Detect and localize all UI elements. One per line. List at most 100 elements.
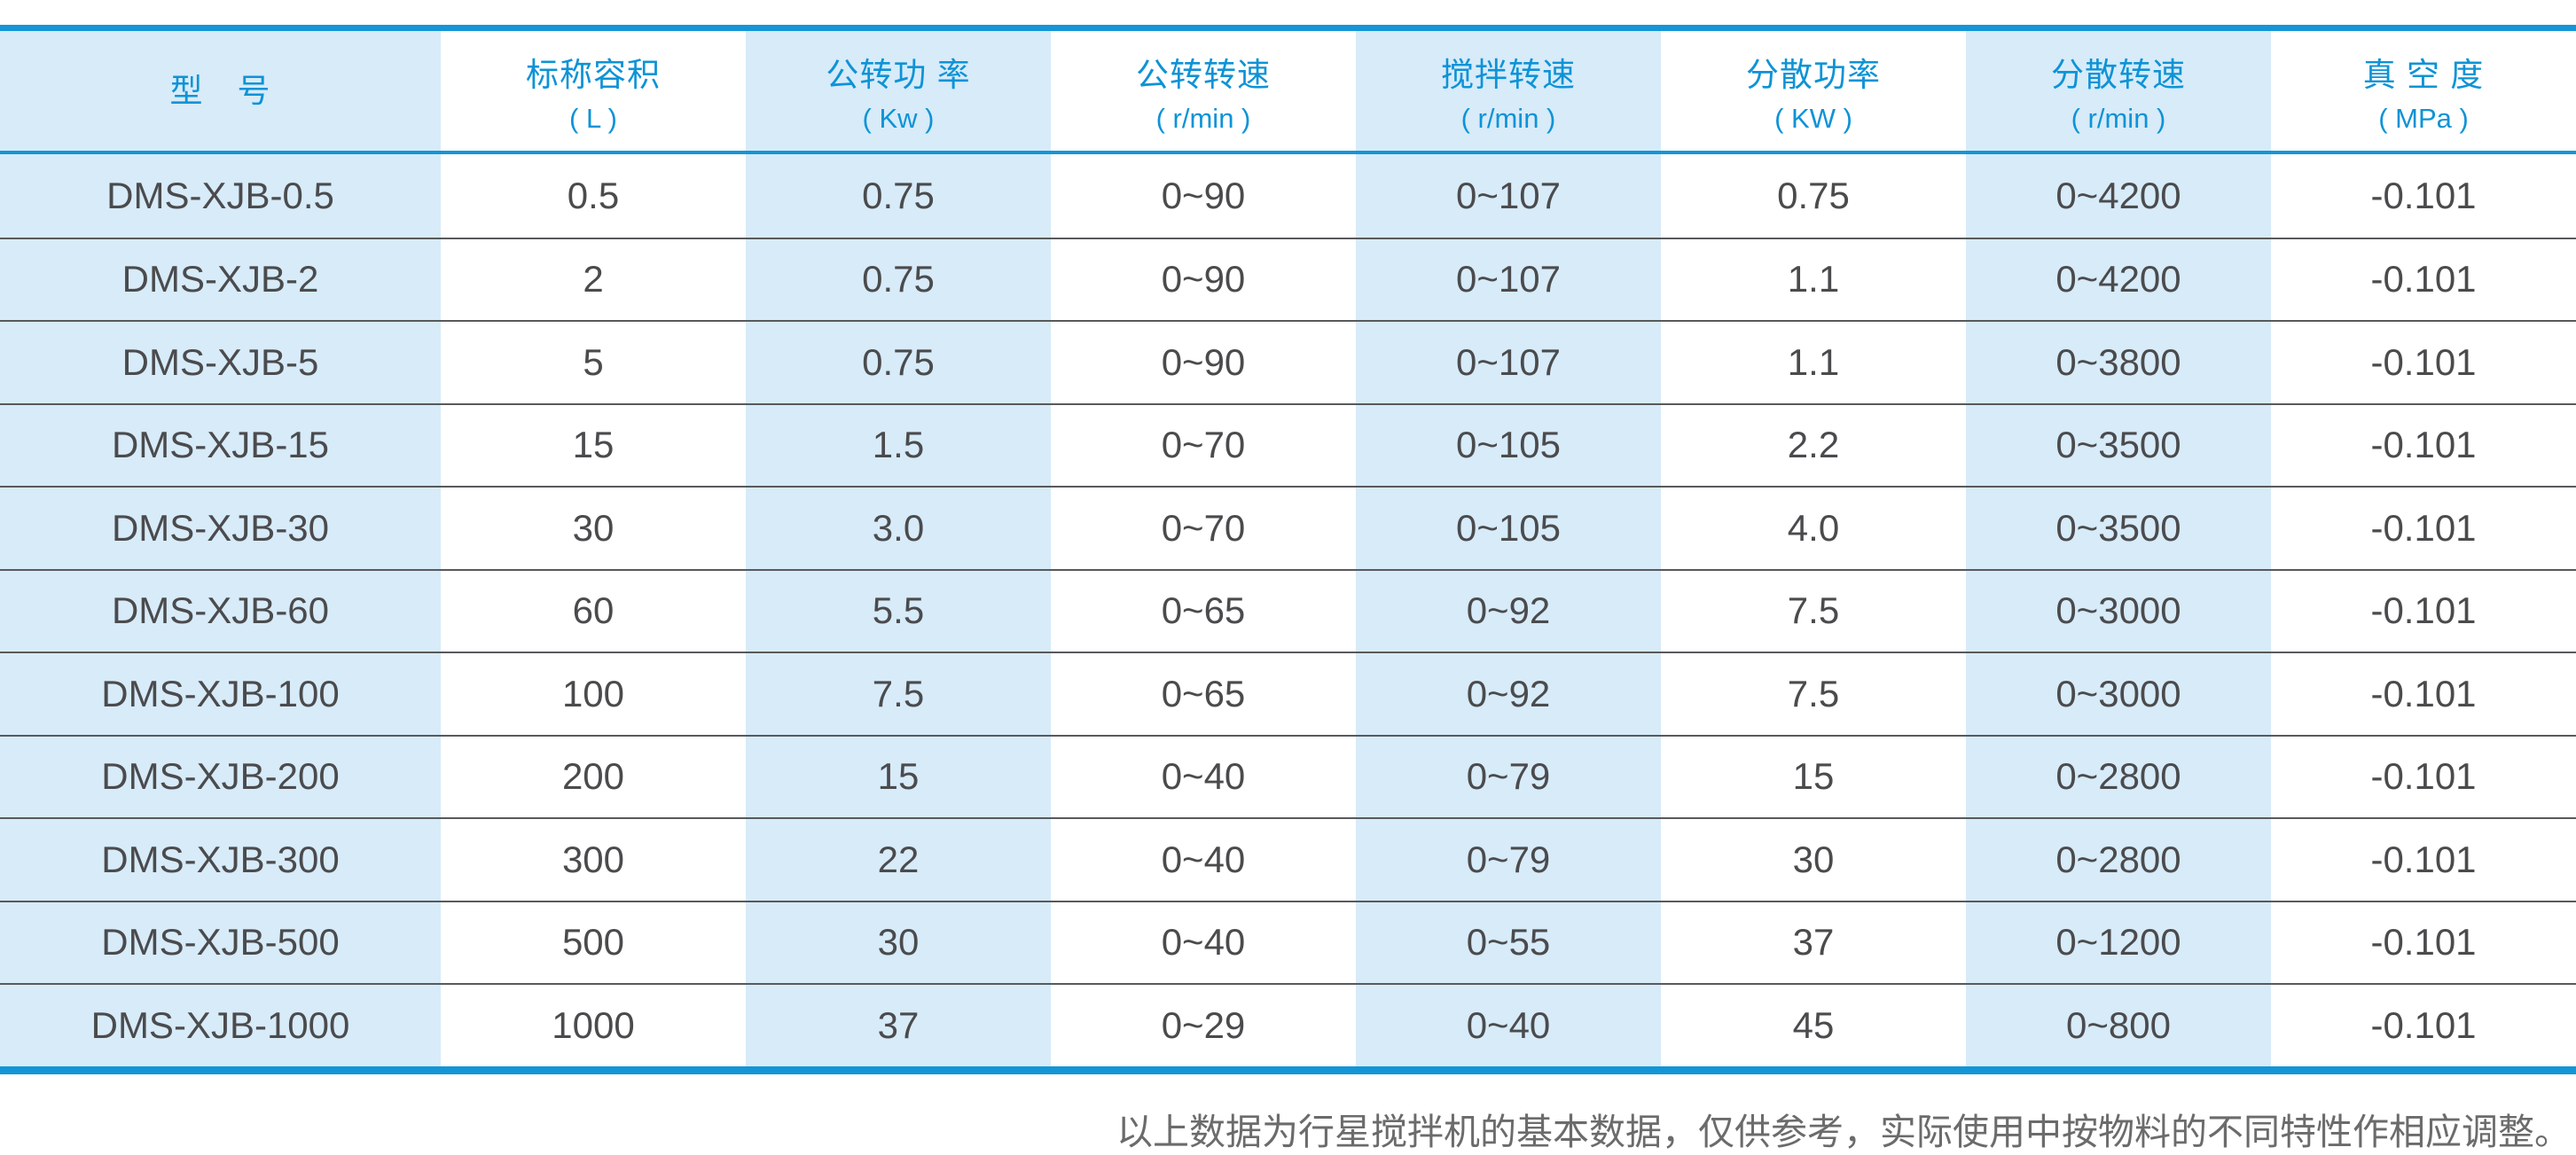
spec-cell: 0~90 bbox=[1051, 154, 1356, 238]
column-unit: ( MPa ) bbox=[2378, 102, 2469, 134]
spec-cell: 1.1 bbox=[1661, 237, 1966, 320]
spec-cell: 2 bbox=[441, 237, 746, 320]
spec-cell: 0~3500 bbox=[1966, 402, 2271, 486]
model-cell: DMS-XJB-60 bbox=[0, 568, 441, 652]
spec-cell: 1000 bbox=[441, 983, 746, 1066]
spec-cell: 0~3500 bbox=[1966, 486, 2271, 569]
table-header: 型 号 标称容积 ( L ) 公转功 率 ( Kw ) 公转转速 ( r/min… bbox=[0, 31, 2576, 151]
column-title: 分散功率 bbox=[1746, 56, 1881, 93]
column-header-vacuum-degree: 真 空 度 ( MPa ) bbox=[2271, 31, 2576, 151]
spec-cell: 0~107 bbox=[1356, 320, 1661, 403]
spec-cell: 3.0 bbox=[746, 486, 1051, 569]
column-unit: ( KW ) bbox=[1774, 102, 1852, 134]
column-header-dispersing-speed: 分散转速 ( r/min ) bbox=[1966, 31, 2271, 151]
spec-cell: 7.5 bbox=[1661, 568, 1966, 652]
spec-cell: 15 bbox=[441, 402, 746, 486]
spec-cell: 0~79 bbox=[1356, 734, 1661, 817]
spec-cell: 0~3800 bbox=[1966, 320, 2271, 403]
column-title: 标称容积 bbox=[526, 56, 661, 93]
spec-cell: 60 bbox=[441, 568, 746, 652]
spec-cell: -0.101 bbox=[2271, 734, 2576, 817]
column-title: 公转功 率 bbox=[826, 56, 971, 93]
spec-cell: 0~2800 bbox=[1966, 817, 2271, 901]
spec-cell: 15 bbox=[746, 734, 1051, 817]
spec-cell: -0.101 bbox=[2271, 900, 2576, 983]
spec-cell: 0.75 bbox=[746, 320, 1051, 403]
spec-cell: 0~40 bbox=[1051, 734, 1356, 817]
model-cell: DMS-XJB-300 bbox=[0, 817, 441, 901]
spec-cell: 0~90 bbox=[1051, 237, 1356, 320]
column-title: 型 号 bbox=[169, 72, 271, 109]
spec-cell: 0~4200 bbox=[1966, 154, 2271, 238]
spec-cell: -0.101 bbox=[2271, 402, 2576, 486]
spec-cell: 0~70 bbox=[1051, 402, 1356, 486]
column-title: 公转转速 bbox=[1136, 56, 1271, 93]
column-header-revolution-power: 公转功 率 ( Kw ) bbox=[746, 31, 1051, 151]
spec-cell: 30 bbox=[746, 900, 1051, 983]
footnote-text: 以上数据为行星搅拌机的基本数据，仅供参考，实际使用中按物料的不同特性作相应调整。 bbox=[1116, 1111, 2571, 1153]
spec-cell: 0~800 bbox=[1966, 983, 2271, 1066]
column-title: 搅拌转速 bbox=[1441, 56, 1576, 93]
spec-cell: 0.5 bbox=[441, 154, 746, 238]
spec-cell: 0~107 bbox=[1356, 154, 1661, 238]
model-cell: DMS-XJB-100 bbox=[0, 652, 441, 735]
column-unit: ( r/min ) bbox=[1155, 102, 1251, 134]
column-title: 真 空 度 bbox=[2362, 56, 2485, 93]
spec-cell: 0.75 bbox=[746, 154, 1051, 238]
spec-cell: -0.101 bbox=[2271, 817, 2576, 901]
spec-cell: 0~65 bbox=[1051, 652, 1356, 735]
spec-cell: -0.101 bbox=[2271, 568, 2576, 652]
spec-cell: 0.75 bbox=[746, 237, 1051, 320]
spec-cell: 0~70 bbox=[1051, 486, 1356, 569]
spec-cell: 2.2 bbox=[1661, 402, 1966, 486]
column-unit: ( r/min ) bbox=[2071, 102, 2166, 134]
spec-cell: 0~90 bbox=[1051, 320, 1356, 403]
spec-cell: 4.0 bbox=[1661, 486, 1966, 569]
column-title: 分散转速 bbox=[2051, 56, 2186, 93]
model-cell: DMS-XJB-30 bbox=[0, 486, 441, 569]
spec-cell: 0.75 bbox=[1661, 154, 1966, 238]
table-body: DMS-XJB-0.5 0.5 0.75 0~90 0~107 0.75 0~4200 -0.… bbox=[0, 154, 2576, 1066]
spec-cell: 1.1 bbox=[1661, 320, 1966, 403]
spec-cell: 22 bbox=[746, 817, 1051, 901]
spec-cell: -0.101 bbox=[2271, 983, 2576, 1066]
spec-cell: 5.5 bbox=[746, 568, 1051, 652]
spec-cell: 0~29 bbox=[1051, 983, 1356, 1066]
spec-cell: 7.5 bbox=[746, 652, 1051, 735]
spec-cell: 15 bbox=[1661, 734, 1966, 817]
model-cell: DMS-XJB-0.5 bbox=[0, 154, 441, 238]
spec-cell: 45 bbox=[1661, 983, 1966, 1066]
spec-cell: 1.5 bbox=[746, 402, 1051, 486]
column-header-stirring-speed: 搅拌转速 ( r/min ) bbox=[1356, 31, 1661, 151]
model-cell: DMS-XJB-500 bbox=[0, 900, 441, 983]
spec-cell: 100 bbox=[441, 652, 746, 735]
column-unit: ( L ) bbox=[569, 102, 617, 134]
spec-cell: -0.101 bbox=[2271, 486, 2576, 569]
spec-cell: -0.101 bbox=[2271, 237, 2576, 320]
spec-cell: 0~92 bbox=[1356, 568, 1661, 652]
spec-cell: 0~3000 bbox=[1966, 568, 2271, 652]
model-cell: DMS-XJB-2 bbox=[0, 237, 441, 320]
spec-cell: 0~92 bbox=[1356, 652, 1661, 735]
model-cell: DMS-XJB-15 bbox=[0, 402, 441, 486]
spec-cell: 0~2800 bbox=[1966, 734, 2271, 817]
spec-cell: 0~3000 bbox=[1966, 652, 2271, 735]
spec-cell: 300 bbox=[441, 817, 746, 901]
spec-cell: 0~40 bbox=[1051, 900, 1356, 983]
column-unit: ( Kw ) bbox=[862, 102, 935, 134]
column-header-nominal-volume: 标称容积 ( L ) bbox=[441, 31, 746, 151]
spec-cell: 0~1200 bbox=[1966, 900, 2271, 983]
column-unit: ( r/min ) bbox=[1460, 102, 1556, 134]
spec-cell: 500 bbox=[441, 900, 746, 983]
spec-cell: 0~79 bbox=[1356, 817, 1661, 901]
spec-cell: -0.101 bbox=[2271, 652, 2576, 735]
spec-cell: 37 bbox=[1661, 900, 1966, 983]
spec-cell: 0~4200 bbox=[1966, 237, 2271, 320]
spec-cell: 0~40 bbox=[1356, 983, 1661, 1066]
spec-cell: 200 bbox=[441, 734, 746, 817]
spec-table: 型 号 标称容积 ( L ) 公转功 率 ( Kw ) 公转转速 ( r/min… bbox=[0, 25, 2576, 1074]
spec-cell: 0~55 bbox=[1356, 900, 1661, 983]
spec-cell: -0.101 bbox=[2271, 320, 2576, 403]
spec-cell: 0~65 bbox=[1051, 568, 1356, 652]
spec-cell: 7.5 bbox=[1661, 652, 1966, 735]
